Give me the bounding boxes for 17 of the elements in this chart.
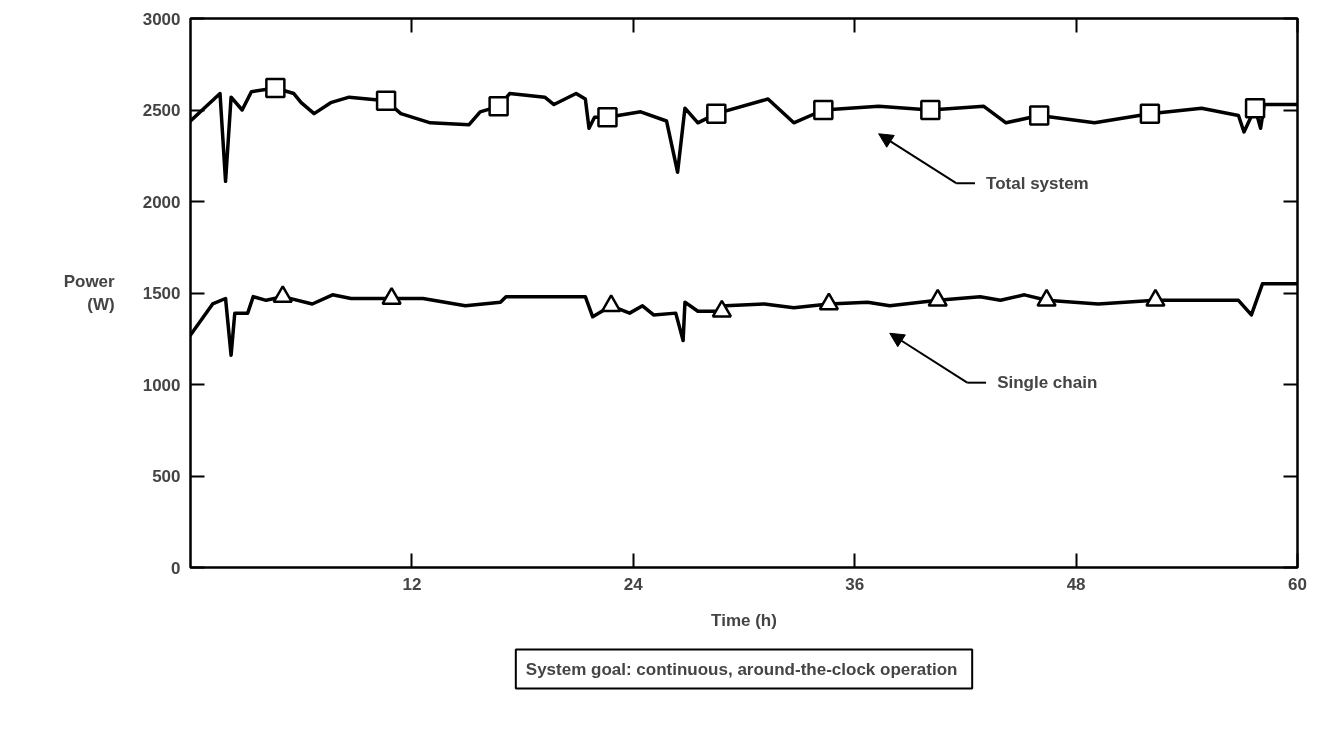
- y-tick-label: 1000: [142, 375, 181, 395]
- y-tick-label: 1500: [142, 284, 181, 303]
- x-axis-title: Time (h): [711, 610, 777, 630]
- text: System goal: continuous, around-the-clock operation: [525, 659, 958, 679]
- x-tick-label: 48: [1066, 574, 1086, 594]
- legend-label: Total system: [986, 173, 1089, 193]
- y-tick-label: 0: [171, 558, 181, 578]
- x-tick-label: 60: [1288, 574, 1307, 594]
- y-tick-label: 2000: [142, 192, 181, 212]
- legend-label: Single chain: [997, 373, 1098, 393]
- x-tick-label: 24: [623, 574, 644, 594]
- y-axis-title: Power (W): [63, 272, 116, 314]
- y-tick-label: 2500: [142, 101, 181, 120]
- y-tick-label: 500: [152, 467, 181, 486]
- x-tick-label: 12: [402, 574, 422, 594]
- x-tick-label: 36: [845, 574, 865, 594]
- y-tick-label: 3000: [142, 9, 181, 29]
